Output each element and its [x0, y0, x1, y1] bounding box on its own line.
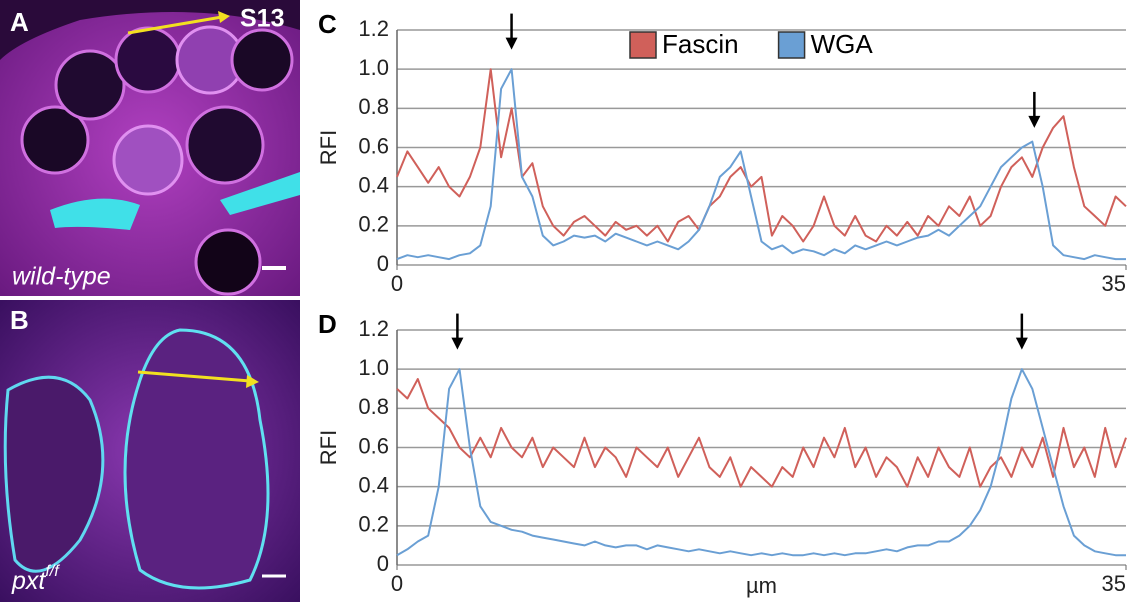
y-axis-label: RFI	[316, 430, 341, 465]
y-tick-label: 0.2	[358, 212, 389, 237]
y-tick-label: 0.8	[358, 394, 389, 419]
genotype-superscript: f/f	[45, 563, 60, 580]
y-tick-label: 0.2	[358, 512, 389, 537]
legend-swatch	[777, 31, 806, 59]
legend-swatch	[629, 31, 657, 59]
panel-label: D	[318, 309, 337, 339]
y-axis-label: RFI	[316, 130, 341, 165]
series-line	[396, 368, 1126, 557]
arrow-head	[1015, 337, 1028, 350]
x-axis-label: µm	[746, 573, 777, 598]
y-tick-label: 0.4	[358, 472, 389, 497]
panel-label: C	[318, 9, 337, 39]
image-a: A S13 wild-type	[0, 0, 300, 296]
series-line	[396, 378, 1127, 488]
arrow-head	[1028, 115, 1041, 128]
x-tick-label: 0	[391, 271, 403, 296]
y-tick-label: 0.4	[358, 172, 389, 197]
y-tick-label: 0	[377, 251, 389, 276]
x-tick-label: 35	[1102, 271, 1126, 296]
y-tick-label: 1.2	[358, 16, 389, 41]
legend-label: WGA	[811, 29, 874, 59]
genotype-label: wild-type	[12, 263, 111, 291]
arrow-head	[505, 37, 518, 50]
y-tick-label: 0.8	[358, 94, 389, 119]
y-tick-label: 1.0	[358, 55, 389, 80]
series-line	[396, 68, 1126, 261]
panel-label: B	[10, 305, 29, 335]
genotype-text: pxt	[11, 567, 46, 595]
y-tick-label: 0.6	[358, 133, 389, 158]
arrow-head	[451, 337, 464, 350]
x-tick-label: 35	[1102, 571, 1126, 596]
series-line	[396, 68, 1127, 243]
y-tick-label: 0.6	[358, 433, 389, 458]
genotype-label: pxtf/f	[11, 563, 60, 594]
stage-label: S13	[240, 5, 284, 33]
y-tick-label: 0	[377, 551, 389, 576]
y-tick-label: 1.0	[358, 355, 389, 380]
y-tick-label: 1.2	[358, 316, 389, 341]
x-tick-label: 0	[391, 571, 403, 596]
image-b: B pxtf/f	[0, 300, 300, 602]
legend-label: Fascin	[662, 29, 739, 59]
panel-label: A	[10, 7, 29, 37]
